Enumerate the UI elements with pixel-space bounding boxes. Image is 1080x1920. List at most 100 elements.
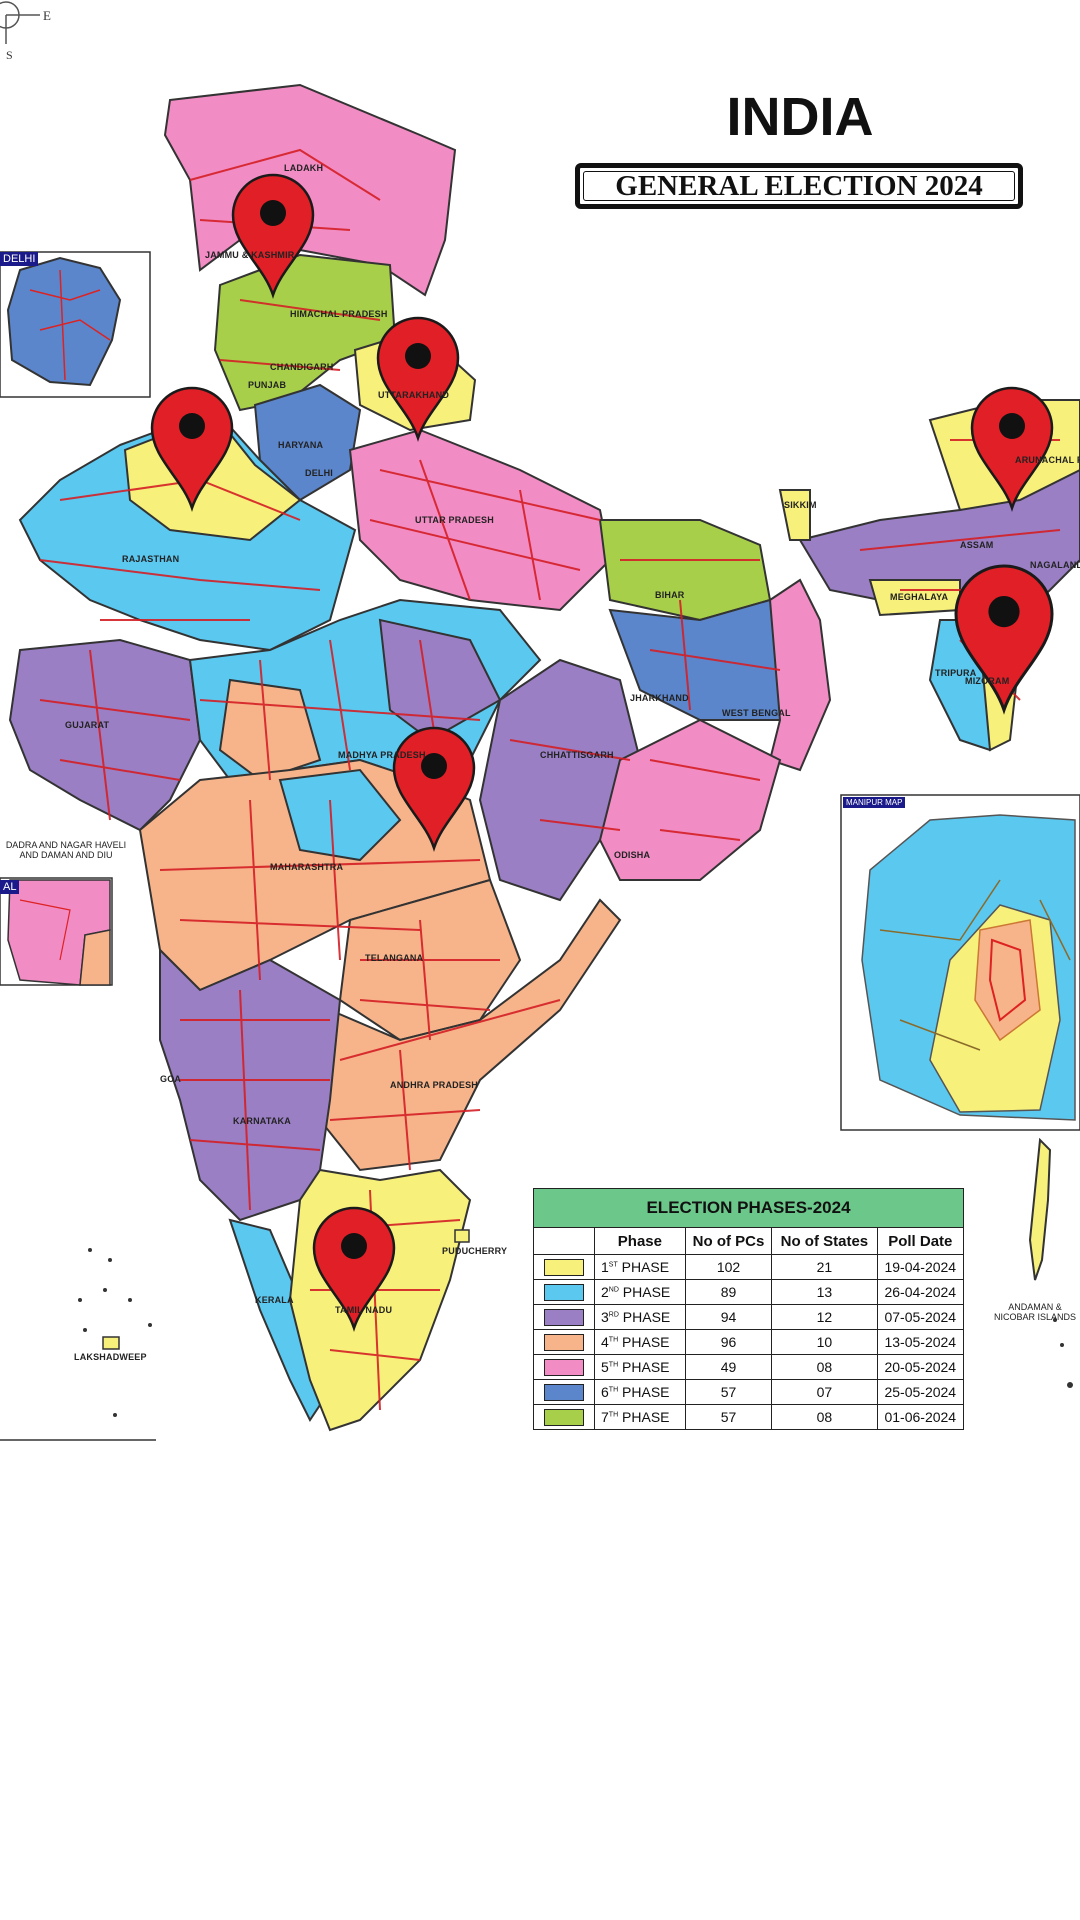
phase-states-cell: 21 xyxy=(771,1254,878,1280)
phase-label: PHASE xyxy=(618,1359,670,1375)
table-row: 6TH PHASE 57 07 25-05-2024 xyxy=(533,1379,965,1405)
phase-swatch-cell xyxy=(533,1329,595,1355)
pin-jammu-kashmir[interactable] xyxy=(231,173,315,299)
phase-color-swatch xyxy=(544,1283,584,1301)
phase-label: PHASE xyxy=(618,1334,670,1350)
label-haryana: HARYANA xyxy=(278,440,324,450)
label-nagaland: NAGALAND xyxy=(1030,560,1080,570)
map-pin-icon xyxy=(970,386,1054,512)
table-row: 3RD PHASE 94 12 07-05-2024 xyxy=(533,1304,965,1330)
table-title: ELECTION PHASES-2024 xyxy=(533,1188,964,1228)
map-pin-icon xyxy=(392,726,476,852)
phase-date-cell: 07-05-2024 xyxy=(876,1304,965,1330)
phase-date-cell: 20-05-2024 xyxy=(876,1354,965,1380)
phase-states-cell: 10 xyxy=(771,1329,878,1355)
phase-cell: 2ND PHASE xyxy=(594,1279,686,1305)
pin-arunachal-pradesh[interactable] xyxy=(970,386,1054,512)
phase-swatch-cell xyxy=(533,1304,595,1330)
pin-rajasthan[interactable] xyxy=(150,386,234,512)
phase-ordinal-suffix: ND xyxy=(608,1286,619,1294)
phase-ordinal-suffix: TH xyxy=(608,1361,619,1369)
label-maharashtra: MAHARASHTRA xyxy=(270,862,344,872)
col-date-header: Poll Date xyxy=(876,1227,965,1255)
phase-cell: 1ST PHASE xyxy=(594,1254,686,1280)
map-title: INDIA xyxy=(726,87,874,147)
swatch-header xyxy=(533,1227,595,1255)
phase-cell: 4TH PHASE xyxy=(594,1329,686,1355)
manipur-inset xyxy=(840,794,1080,1131)
phase-date-cell: 19-04-2024 xyxy=(876,1254,965,1280)
label-jammu-kashmir: JAMMU & KASHMIR xyxy=(205,250,295,260)
phase-pcs-cell: 102 xyxy=(684,1254,773,1280)
label-andhra-pradesh: ANDHRA PRADESH xyxy=(390,1080,478,1090)
table-row: 7TH PHASE 57 08 01-06-2024 xyxy=(533,1404,965,1430)
phase-cell: 7TH PHASE xyxy=(594,1404,686,1430)
phase-color-swatch xyxy=(544,1333,584,1351)
manipur-inset-label: MANIPUR MAP xyxy=(843,797,906,808)
phase-pcs-cell: 49 xyxy=(684,1354,773,1380)
phase-pcs-cell: 57 xyxy=(684,1379,773,1405)
map-pin-dot xyxy=(341,1233,367,1259)
phase-date-cell: 13-05-2024 xyxy=(876,1329,965,1355)
label-lakshadweep: LAKSHADWEEP xyxy=(74,1352,147,1362)
phase-ordinal: 5 xyxy=(601,1359,609,1375)
label-kerala: KERALA xyxy=(255,1295,294,1305)
phase-swatch-cell xyxy=(533,1404,595,1430)
phase-states-cell: 12 xyxy=(771,1304,878,1330)
phase-date-cell: 25-05-2024 xyxy=(876,1379,965,1405)
table-row: 4TH PHASE 96 10 13-05-2024 xyxy=(533,1329,965,1355)
table-row: 5TH PHASE 49 08 20-05-2024 xyxy=(533,1354,965,1380)
phase-color-swatch xyxy=(544,1258,584,1276)
label-assam: ASSAM xyxy=(960,540,994,550)
phase-color-swatch xyxy=(544,1308,584,1326)
compass-east-label: E xyxy=(43,8,51,23)
phase-ordinal: 7 xyxy=(601,1409,609,1425)
pin-uttarakhand[interactable] xyxy=(376,316,460,442)
phase-states-cell: 13 xyxy=(771,1279,878,1305)
map-pin-dot xyxy=(405,343,431,369)
label-rajasthan: RAJASTHAN xyxy=(122,554,180,564)
label-punjab: PUNJAB xyxy=(248,380,287,390)
phase-ordinal-suffix: TH xyxy=(608,1336,619,1344)
phase-ordinal-suffix: TH xyxy=(608,1386,619,1394)
pin-tamil-nadu[interactable] xyxy=(312,1206,396,1332)
label-sikkim: SIKKIM xyxy=(784,500,817,510)
label-west-bengal: WEST BENGAL xyxy=(722,708,791,718)
map-pin-icon xyxy=(231,173,315,299)
label-bihar: BIHAR xyxy=(655,590,685,600)
pin-madhya-pradesh[interactable] xyxy=(392,726,476,852)
map-pin-icon xyxy=(954,564,1054,715)
pin-mizoram[interactable] xyxy=(954,564,1054,715)
col-phase-header: Phase xyxy=(594,1227,686,1255)
phase-label: PHASE xyxy=(617,1259,670,1275)
phase-color-swatch xyxy=(544,1408,584,1426)
phase-pcs-cell: 96 xyxy=(684,1329,773,1355)
phase-label: PHASE xyxy=(618,1284,671,1300)
phase-date-cell: 01-06-2024 xyxy=(876,1404,965,1430)
label-dadra-nagar-haveli: DADRA AND NAGAR HAVELI AND DAMAN AND DIU xyxy=(5,840,127,860)
phase-ordinal: 4 xyxy=(601,1334,609,1350)
table-body: 1ST PHASE 102 21 19-04-2024 2ND PHASE 89 13 26-… xyxy=(533,1254,965,1430)
map-pin-dot xyxy=(260,200,286,226)
label-mizoram: MIZORAM xyxy=(965,676,1010,686)
goa-inset xyxy=(0,877,113,986)
compass: E S xyxy=(0,0,51,62)
map-pin-dot xyxy=(421,753,447,779)
phase-label: PHASE xyxy=(618,1309,671,1325)
label-chhattisgarh: CHHATTISGARH xyxy=(540,750,614,760)
phase-ordinal: 3 xyxy=(601,1309,609,1325)
map-subtitle: GENERAL ELECTION 2024 xyxy=(575,163,1023,209)
phase-pcs-cell: 57 xyxy=(684,1404,773,1430)
phase-swatch-cell xyxy=(533,1279,595,1305)
label-tamil-nadu: TAMIL NADU xyxy=(335,1305,393,1315)
label-telangana: TELANGANA xyxy=(365,953,424,963)
delhi-inset xyxy=(0,251,151,398)
phase-swatch-cell xyxy=(533,1379,595,1405)
map-pin-icon xyxy=(376,316,460,442)
label-uttarakhand: UTTARAKHAND xyxy=(378,390,450,400)
phase-swatch-cell xyxy=(533,1354,595,1380)
label-himachal-pradesh: HIMACHAL PRADESH xyxy=(290,309,388,319)
label-puducherry: PUDUCHERRY xyxy=(442,1246,508,1256)
label-chandigarh: CHANDIGARH xyxy=(270,362,334,372)
phase-date-cell: 26-04-2024 xyxy=(876,1279,965,1305)
